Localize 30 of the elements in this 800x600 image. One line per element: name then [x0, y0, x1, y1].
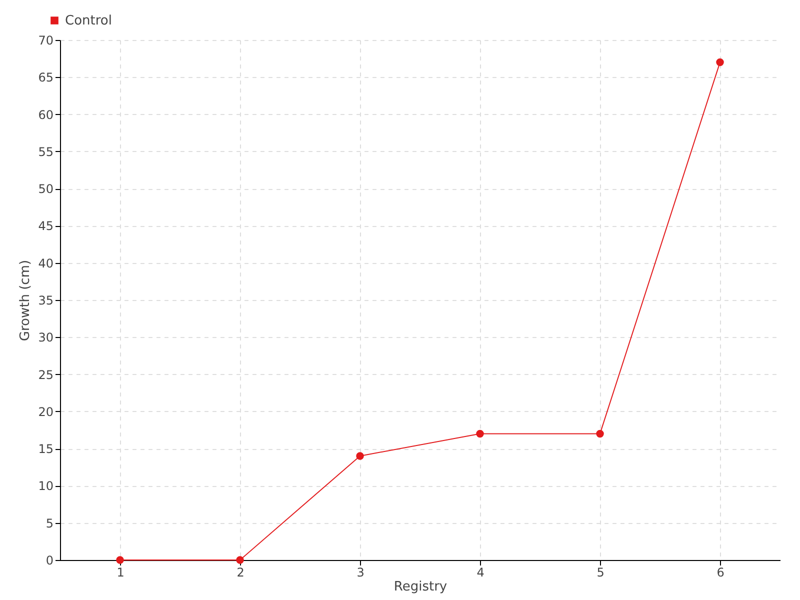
point: [116, 556, 124, 564]
y-tick-label: 20: [38, 404, 54, 419]
x-tick-label: 1: [116, 566, 124, 580]
y-axis-title: Growth (cm): [18, 260, 34, 342]
point: [716, 58, 724, 66]
x-axis-title: Registry: [394, 580, 448, 594]
y-tick-label: 55: [38, 144, 54, 159]
y-tick-label: 10: [38, 479, 54, 494]
y-tick-label: 50: [38, 182, 54, 196]
x-tick-label: 4: [476, 566, 484, 580]
point: [596, 430, 604, 438]
y-tick-label: 60: [38, 108, 54, 122]
y-tick-label: 5: [46, 516, 54, 530]
y-tick-label: 0: [46, 554, 54, 568]
y-tick-label: 40: [38, 256, 54, 270]
y-tick-label: 35: [38, 294, 54, 308]
point: [356, 452, 364, 460]
point: [476, 430, 484, 438]
legend-label: Control: [65, 14, 112, 28]
y-tick-label: 65: [38, 70, 54, 85]
x-tick-label: 2: [236, 566, 244, 580]
y-tick-label: 15: [38, 442, 54, 456]
y-tick-label: 70: [38, 34, 54, 48]
x-tick-label: 3: [356, 566, 364, 580]
x-tick-label: 6: [716, 566, 724, 580]
y-tick-label: 30: [38, 330, 54, 345]
y-tick-label: 45: [38, 219, 54, 234]
x-tick-label: 5: [596, 566, 604, 580]
y-tick-label: 25: [38, 368, 54, 382]
point: [236, 556, 244, 564]
